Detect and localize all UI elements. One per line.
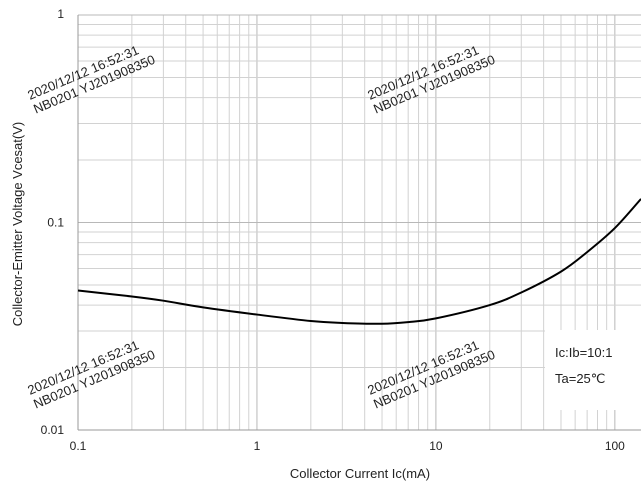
- annotation-ratio: Ic:Ib=10:1: [555, 345, 612, 360]
- x-tick-label: 0.1: [70, 439, 87, 453]
- watermark-3: 2020/12/12 16:52:31 NB0201 YJ201908350: [25, 337, 157, 411]
- series-line-vcesat: [77, 198, 641, 325]
- legend-box: Ic:Ib=10:1 Ta=25℃: [545, 330, 641, 410]
- curve-layer: [77, 198, 641, 325]
- annotation-temperature: Ta=25℃: [555, 371, 605, 386]
- x-tick-label: 1: [254, 439, 261, 453]
- y-axis-label: Collector-Emitter Voltage Vcesat(V): [10, 122, 25, 326]
- y-tick-label: 1: [57, 7, 64, 21]
- x-tick-label: 10: [429, 439, 443, 453]
- legend-background: [545, 330, 641, 410]
- watermark-4: 2020/12/12 16:52:31 NB0201 YJ201908350: [365, 337, 497, 411]
- y-tick-label: 0.01: [41, 423, 65, 437]
- watermarks: 2020/12/12 16:52:31 NB0201 YJ201908350 2…: [25, 42, 497, 411]
- x-tick-label: 100: [605, 439, 625, 453]
- x-axis-label: Collector Current Ic(mA): [290, 466, 430, 481]
- y-tick-label: 0.1: [47, 216, 64, 230]
- tick-labels: 0.1 1 10 100 0.01 0.1 1: [41, 7, 626, 453]
